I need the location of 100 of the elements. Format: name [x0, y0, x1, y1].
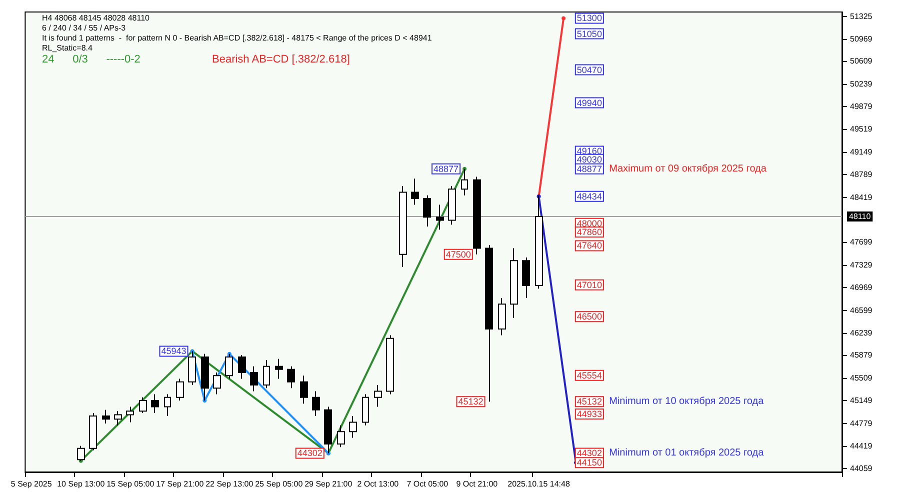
y-tick-label: 49879: [850, 102, 873, 112]
annotation: 47860: [576, 227, 602, 238]
annotation: RL_Static=8.4: [42, 44, 94, 52]
chart-title: H4 48068 48145 48028 48110: [42, 14, 150, 22]
x-tick-label: 29 Sep 21:00: [304, 480, 353, 488]
y-tick-label: 44059: [850, 464, 873, 473]
x-tick-label: 5 Sep 2025: [10, 480, 52, 488]
x-tick-label: 10 Sep 13:00: [57, 480, 106, 488]
annotation: Maximum от 09 октября 2025 года: [609, 163, 767, 174]
candlestick: [225, 353, 233, 380]
x-tick-label: 9 Oct 21:00: [456, 480, 498, 488]
candlestick: [386, 334, 394, 395]
annotation: 49940: [576, 98, 602, 108]
y-tick-label: 46239: [850, 328, 873, 338]
annotation: 44150: [576, 458, 602, 468]
annotation: 44302: [297, 448, 322, 458]
annotation: 48877: [434, 164, 459, 174]
y-tick-label: 45509: [850, 374, 873, 383]
ref-line-label: 48110: [849, 212, 872, 222]
candlestick: [250, 366, 258, 392]
candlestick: [139, 396, 147, 414]
annotation: 51050: [576, 28, 602, 39]
candlestick: [473, 176, 481, 255]
annotation: Minimum от 10 октября 2025 года: [609, 396, 764, 408]
candlestick: [77, 445, 85, 462]
annotation: 48434: [576, 191, 602, 202]
candlestick: [436, 204, 444, 230]
candlestick: [102, 409, 110, 424]
candlestick: [485, 244, 493, 402]
annotation: 47010: [576, 280, 602, 290]
y-tick-label: 49519: [850, 124, 873, 134]
annotation: 45554: [576, 370, 602, 380]
x-tick-label: 22 Sep 13:00: [206, 480, 254, 488]
candlestick: [213, 372, 221, 395]
candlestick: [126, 406, 134, 423]
y-tick-label: 46969: [850, 282, 873, 292]
candlestick: [522, 257, 530, 298]
candlestick: [275, 358, 283, 380]
annotation: 24 0/3 -----0-2: [42, 54, 140, 66]
candlestick: [510, 248, 518, 318]
y-tick-label: 45149: [850, 396, 873, 406]
annotation: 47640: [576, 240, 602, 251]
y-tick-label: 48789: [850, 170, 873, 179]
annotation: It is found 1 patterns - for pattern N 0 - Bearish AB=CD [.382/2.618] - 48175 < Range of the prices D < 48941: [42, 34, 432, 42]
candlestick: [300, 375, 308, 404]
annotation: 50470: [576, 64, 602, 75]
x-tick-label: 2 Oct 13:00: [357, 480, 400, 488]
candlestick: [498, 297, 506, 336]
annotation: 47500: [446, 249, 471, 260]
annotation: 44933: [576, 409, 602, 420]
annotation: 49030: [576, 154, 602, 164]
y-tick-label: 48419: [850, 192, 873, 202]
annotation: 45943: [161, 346, 186, 356]
x-tick-label: 17 Sep 21:00: [156, 480, 204, 488]
x-tick-label: 7 Oct 05:00: [406, 480, 449, 488]
annotation: Bearish AB=CD [.382/2.618]: [212, 54, 350, 66]
annotation: 48000: [576, 218, 602, 228]
y-tick-label: 51325: [850, 12, 873, 22]
candlestick: [114, 410, 122, 426]
annotation: Minimum от 01 октября 2025 года: [609, 448, 764, 459]
candlestick: [411, 178, 419, 206]
text: 6 / 240 / 34 / 55 / APs-3: [42, 24, 126, 32]
x-tick-label: 2025.10.15 14:48: [508, 480, 570, 488]
candlestick: [461, 168, 468, 196]
candlestick: [362, 394, 369, 426]
candlestick: [374, 384, 382, 408]
candlestick: [337, 424, 345, 448]
annotation: 49160: [576, 146, 602, 156]
candlestick: [324, 406, 332, 454]
y-tick-label: 44779: [850, 419, 873, 428]
candlestick: [89, 412, 97, 451]
candlestick: [423, 194, 431, 227]
y-tick-label: 46599: [850, 306, 873, 315]
annotation: 46500: [576, 312, 602, 322]
candlestick: [349, 416, 357, 438]
y-tick-label: 44419: [850, 441, 873, 450]
point: [562, 16, 566, 20]
candlestick: [287, 366, 295, 389]
candlestick: [238, 354, 246, 380]
y-tick-label: 45879: [850, 350, 873, 360]
x-tick-label: 15 Sep 05:00: [106, 480, 155, 488]
candlestick: [448, 186, 456, 226]
candlestick: [312, 390, 320, 417]
candlestick: [164, 394, 171, 417]
annotation: 44302: [576, 448, 602, 458]
annotation: 51300: [576, 13, 602, 24]
candlestick: [399, 186, 407, 268]
candlestick: [176, 378, 184, 402]
annotation: 45132: [458, 396, 484, 407]
annotation: 48877: [576, 164, 602, 174]
y-tick-label: 50609: [850, 56, 873, 66]
x-tick-label: 25 Sep 05:00: [255, 480, 304, 488]
y-tick-label: 49149: [850, 147, 873, 156]
candlestick: [151, 394, 159, 414]
annotation: 45132: [576, 396, 602, 407]
y-tick-label: 50969: [850, 34, 873, 44]
y-tick-label: 47699: [850, 238, 873, 247]
y-tick-label: 50239: [850, 80, 873, 89]
candlestick: [263, 360, 270, 389]
y-tick-label: 47329: [850, 260, 873, 270]
